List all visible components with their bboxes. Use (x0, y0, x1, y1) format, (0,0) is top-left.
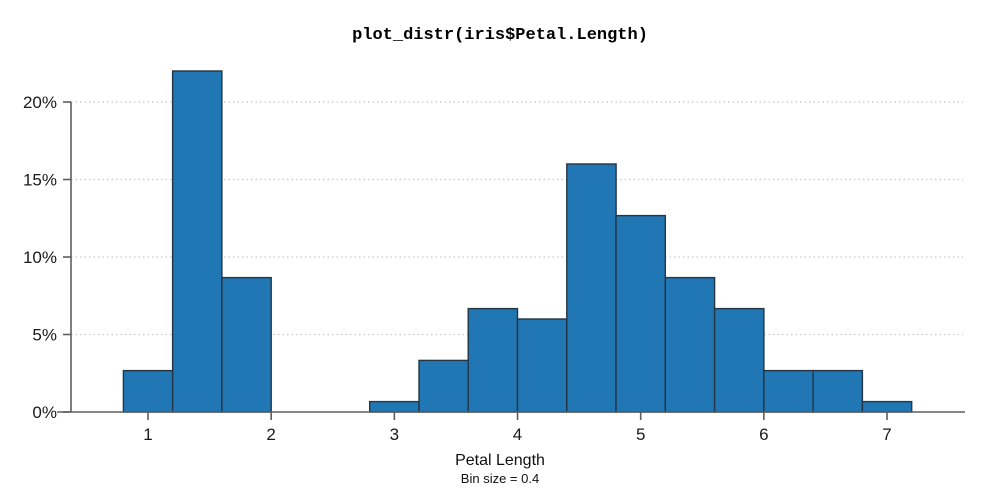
histogram-bar (171, 70, 223, 413)
histogram-bar (369, 400, 420, 413)
histogram-bar (122, 369, 174, 413)
y-tick-label: 15% (23, 171, 57, 190)
x-tick-label: 5 (636, 425, 645, 444)
histogram-bar (418, 359, 469, 413)
histogram-bar (516, 318, 568, 413)
chart-title: plot_distr(iris$Petal.Length) (352, 26, 648, 45)
histogram-bar (763, 369, 814, 413)
y-tick-label: 10% (23, 248, 57, 267)
x-axis-title: Petal Length (455, 452, 545, 469)
bin-size-caption: Bin size = 0.4 (460, 471, 540, 486)
histogram-bar (221, 276, 272, 413)
x-tick-label: 3 (390, 425, 399, 444)
histogram-bar (713, 307, 765, 413)
histogram-bar (615, 214, 666, 413)
histogram-bar (812, 369, 864, 413)
y-tick-label: 5% (32, 326, 57, 345)
histogram-bar (467, 307, 519, 413)
x-tick-label: 1 (143, 425, 152, 444)
histogram-bar (861, 400, 913, 413)
y-tick-label: 0% (32, 403, 57, 422)
x-tick-label: 7 (882, 425, 891, 444)
y-tick-label: 20% (23, 93, 57, 112)
x-tick-label: 4 (513, 425, 522, 444)
histogram-bar (664, 276, 716, 413)
x-tick-label: 2 (266, 425, 275, 444)
x-tick-label: 6 (759, 425, 768, 444)
histogram-bar (566, 163, 617, 413)
